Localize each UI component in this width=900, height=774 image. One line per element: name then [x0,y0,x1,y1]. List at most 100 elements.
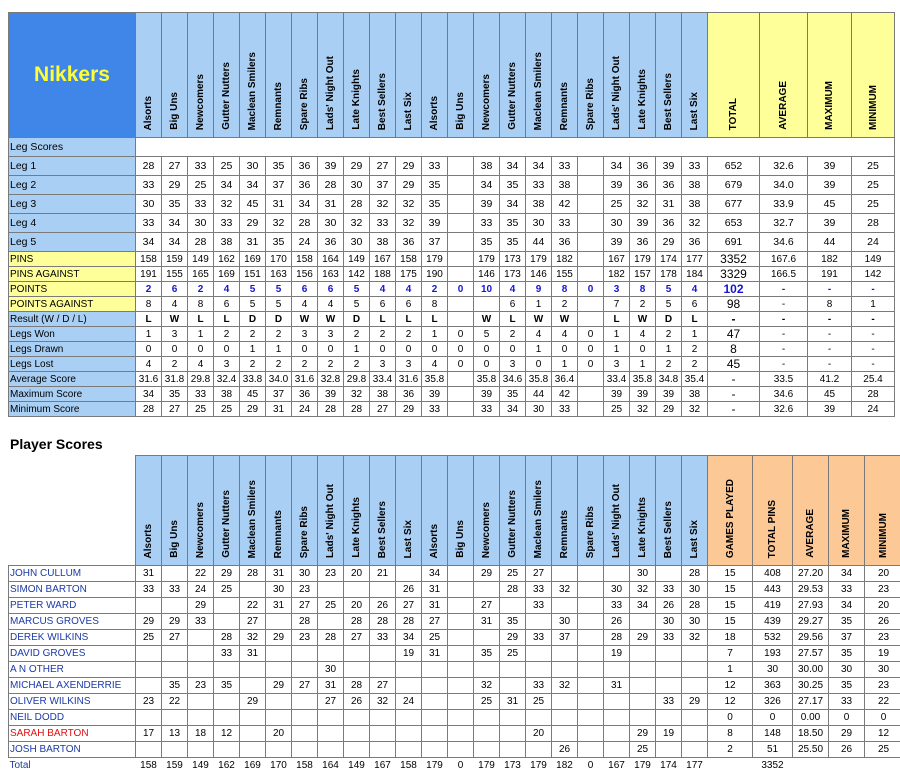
cell: 0 [578,357,604,372]
cell: 0 [448,327,474,342]
cell: 33 [136,582,162,598]
cell: 1 [422,327,448,342]
column-label: Spare Ribs [299,506,310,558]
summary-cell: - [808,282,852,297]
cell: 27 [292,678,318,694]
cell: 31 [656,195,682,214]
cell: 24 [396,694,422,710]
cell: 35.8 [422,372,448,387]
summary-cell: 679 [708,176,760,195]
cell: 29 [396,176,422,195]
cell: 28 [214,630,240,646]
cell: 30 [682,614,708,630]
cell: 25 [214,402,240,417]
cell [448,598,474,614]
cell: 42 [552,195,578,214]
cell [344,582,370,598]
cell: 32 [214,195,240,214]
column-header: Newcomers [188,456,214,566]
cell: 149 [344,252,370,267]
cell [240,710,266,726]
summary-cell: 18 [708,630,753,646]
cell: 3 [604,282,630,297]
column-header: Best Sellers [656,456,682,566]
column-header: Late Knights [344,13,370,138]
cell [396,662,422,678]
cell: 28 [240,566,266,582]
summary-cell: 32.7 [760,214,808,233]
cell: 25 [214,582,240,598]
cell [630,646,656,662]
cell [448,195,474,214]
cell: 32 [552,582,578,598]
cell: 0 [474,357,500,372]
column-label: Remnants [559,82,570,130]
column-label: Big Uns [169,520,180,558]
cell: 28 [318,402,344,417]
cell: 35 [500,214,526,233]
cell: 29 [240,694,266,710]
cell [214,598,240,614]
cell: 182 [552,252,578,267]
cell: 167 [604,252,630,267]
cell: 34.6 [500,372,526,387]
cell: 26 [552,742,578,758]
cell: 3 [318,327,344,342]
cell: 32.8 [318,372,344,387]
cell: 28 [344,614,370,630]
summary-label: AVERAGE [805,509,816,558]
cell [552,646,578,662]
summary-cell: 23 [865,678,900,694]
summary-cell: 532 [753,630,793,646]
cell [682,710,708,726]
cell [682,646,708,662]
cell [604,710,630,726]
cell [552,694,578,710]
cell [630,710,656,726]
cell: 45 [240,387,266,402]
cell: 34 [162,233,188,252]
cell: 179 [630,252,656,267]
cell: 2 [500,327,526,342]
cell [240,582,266,598]
cell: 2 [422,282,448,297]
cell: 38 [370,387,396,402]
cell: 24 [188,582,214,598]
column-header: Big Uns [448,456,474,566]
cell: 8 [552,282,578,297]
cell: 2 [240,327,266,342]
column-label: Best Sellers [377,501,388,558]
cell [526,710,552,726]
summary-cell: 24 [852,402,895,417]
summary-cell: 39 [808,176,852,195]
cell: 32 [630,195,656,214]
cell: 2 [552,297,578,312]
cell [188,710,214,726]
summary-cell: 167.6 [760,252,808,267]
summary-cell: 7 [708,646,753,662]
cell [292,662,318,678]
summary-cell: 193 [753,646,793,662]
column-header: Alsorts [422,13,448,138]
cell [578,312,604,327]
cell: 26 [604,614,630,630]
cell: 2 [162,357,188,372]
summary-cell: 15 [708,598,753,614]
cell: 29 [266,630,292,646]
cell [266,694,292,710]
cell: 28 [682,566,708,582]
cell: 45 [240,195,266,214]
cell: L [500,312,526,327]
summary-cell: 12 [708,694,753,710]
cell: W [474,312,500,327]
cell: 33 [656,582,682,598]
cell [448,742,474,758]
cell: 28 [500,582,526,598]
cell: 169 [240,758,266,774]
